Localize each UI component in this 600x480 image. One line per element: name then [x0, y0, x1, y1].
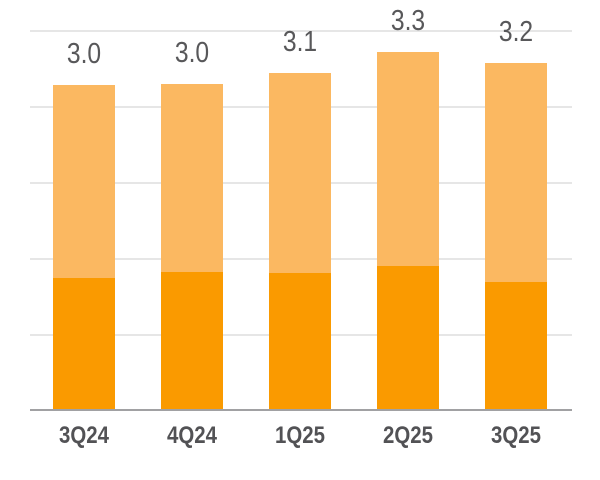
x-axis-category-label: 2Q25 [383, 422, 433, 449]
bar-segment-bottom [269, 273, 331, 410]
bar-segment-bottom [161, 272, 223, 410]
bar-segment-top [269, 73, 331, 273]
bar-group: 3.0 3Q24 [53, 0, 115, 480]
x-axis-category-label: 3Q25 [491, 422, 541, 449]
bar-value-label: 3.0 [66, 38, 102, 70]
bar-segment-bottom [377, 266, 439, 410]
bar-segment-top [53, 85, 115, 278]
bar-segment-top [161, 84, 223, 272]
bar-group: 3.3 2Q25 [377, 0, 439, 480]
bar-segment-bottom [485, 282, 547, 410]
bar-value-label: 3.2 [498, 16, 534, 48]
bar-group: 3.1 1Q25 [269, 0, 331, 480]
bar-value-label: 3.0 [174, 37, 210, 69]
gridline [30, 30, 572, 33]
x-axis-category-label: 4Q24 [167, 422, 217, 449]
bar-segment-bottom [53, 278, 115, 410]
x-axis-category-label: 3Q24 [59, 422, 109, 449]
bar-value-label: 3.1 [282, 26, 318, 58]
bar-group: 3.2 3Q25 [485, 0, 547, 480]
bar-group: 3.0 4Q24 [161, 0, 223, 480]
bar-segment-top [485, 63, 547, 282]
bar-value-label: 3.3 [390, 5, 426, 37]
x-axis-category-label: 1Q25 [275, 422, 325, 449]
bar-segment-top [377, 52, 439, 266]
x-axis-line [30, 409, 572, 411]
